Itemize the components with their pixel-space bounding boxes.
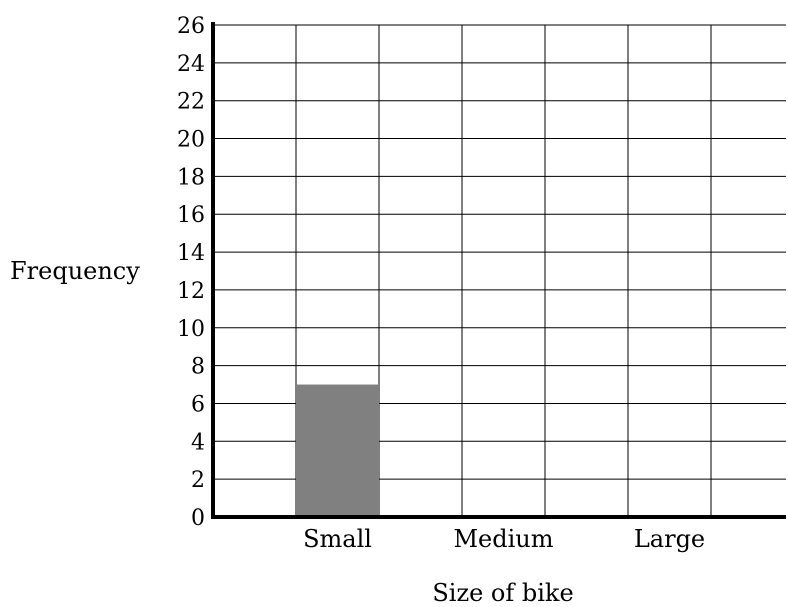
x-tick-label-small: Small: [303, 525, 372, 553]
y-tick-label: 6: [191, 392, 205, 417]
x-tick-label-medium: Medium: [453, 525, 553, 553]
y-axis-label: Frequency: [10, 257, 140, 285]
y-tick-label: 4: [191, 430, 205, 455]
y-tick-label: 20: [177, 128, 205, 153]
y-tick-label: 0: [191, 506, 205, 531]
y-tick-label: 2: [191, 468, 205, 493]
bar-small: [296, 384, 379, 517]
y-tick-label: 16: [177, 203, 205, 228]
y-tick-label: 14: [177, 241, 205, 266]
x-axis-label: Size of bike: [432, 579, 573, 607]
y-tick-label: 26: [177, 14, 205, 39]
chart-axes: [211, 22, 786, 519]
y-tick-label: 10: [177, 317, 205, 342]
x-tick-label-large: Large: [634, 525, 705, 553]
chart-bars: [296, 384, 379, 517]
y-tick-label: 18: [177, 165, 205, 190]
x-tick-labels: Small Medium Large: [303, 525, 705, 553]
y-tick-label: 12: [177, 279, 205, 304]
chart-grid: [213, 24, 786, 518]
y-tick-label: 24: [177, 52, 205, 77]
y-tick-label: 8: [191, 355, 205, 380]
y-tick-label: 22: [177, 90, 205, 115]
